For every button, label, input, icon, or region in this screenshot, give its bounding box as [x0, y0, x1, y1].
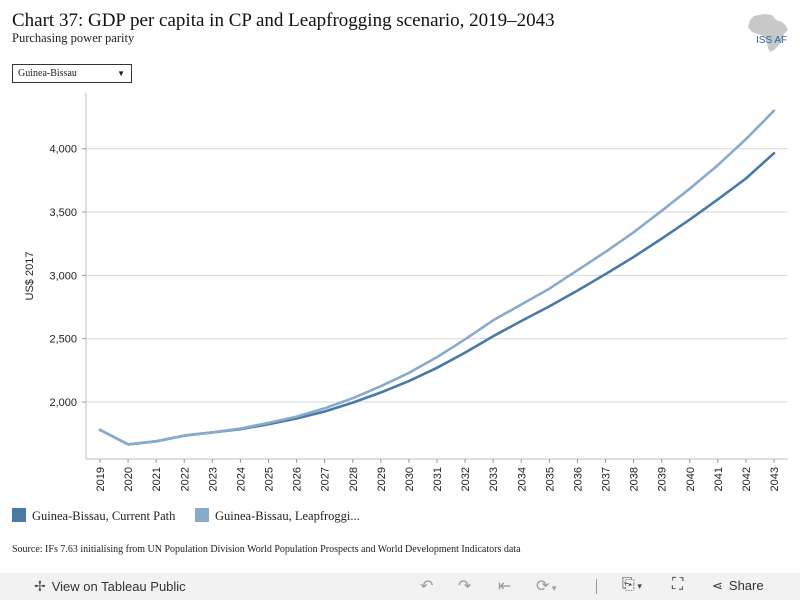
- x-tick-label: 2032: [460, 467, 472, 491]
- x-axis-ticks: 2019 2020 2021 2022 2023 2024 2025 2026 2027 2028…: [95, 459, 781, 491]
- x-tick-label: 2033: [488, 467, 500, 491]
- x-tick-label: 2038: [629, 467, 641, 491]
- y-tick-label: 2,000: [49, 397, 77, 409]
- x-tick-label: 2042: [741, 467, 753, 491]
- view-on-tableau-link[interactable]: ✢ View on Tableau Public: [34, 578, 186, 595]
- toolbar-divider: [596, 579, 597, 594]
- x-tick-label: 2026: [292, 467, 304, 491]
- download-icon[interactable]: ⎘ ▾: [622, 576, 642, 593]
- tableau-icon: ✢: [34, 578, 46, 594]
- x-tick-label: 2036: [572, 467, 584, 491]
- x-tick-label: 2023: [207, 467, 219, 491]
- share-icon: ⋖: [712, 578, 723, 593]
- x-tick-label: 2040: [685, 467, 697, 491]
- y-axis-ticks: 2,000 2,500 3,000 3,500 4,000: [49, 144, 86, 409]
- x-tick-label: 2031: [432, 467, 444, 491]
- share-button[interactable]: ⋖ Share: [712, 578, 764, 594]
- gridlines: [86, 148, 788, 403]
- x-tick-label: 2029: [376, 467, 388, 491]
- legend-item-leapfrogging[interactable]: Guinea-Bissau, Leapfroggi...: [195, 508, 360, 524]
- legend-swatch: [12, 508, 26, 522]
- legend-label: Guinea-Bissau, Leapfroggi...: [215, 509, 360, 523]
- country-select-value: Guinea-Bissau: [18, 68, 77, 79]
- y-tick-label: 3,500: [49, 207, 77, 219]
- x-tick-label: 2019: [95, 467, 107, 491]
- y-tick-label: 2,500: [49, 334, 77, 346]
- x-tick-label: 2020: [123, 467, 135, 491]
- dropdown-arrow-icon: ▼: [117, 69, 125, 78]
- africa-map-icon: [748, 14, 788, 52]
- series-lines: [98, 109, 776, 446]
- x-tick-label: 2034: [516, 467, 528, 491]
- iss-africa-logo: ISS AF: [748, 14, 788, 52]
- tableau-toolbar: ✢ View on Tableau Public ↶ ↷ ⇤ ⟳ ▾ ⎘ ▾ ⛶ …: [0, 573, 800, 600]
- legend: Guinea-Bissau, Current Path Guinea-Bissa…: [12, 508, 360, 524]
- axes: [85, 93, 788, 460]
- series-line-leapfrogging: [98, 109, 776, 446]
- y-axis-label: US$ 2017: [24, 252, 36, 301]
- x-tick-label: 2024: [235, 467, 247, 491]
- legend-item-current-path[interactable]: Guinea-Bissau, Current Path: [12, 508, 175, 524]
- x-tick-label: 2039: [657, 467, 669, 491]
- y-tick-label: 4,000: [49, 144, 77, 156]
- revert-icon[interactable]: ⇤: [498, 578, 512, 595]
- x-tick-label: 2041: [713, 467, 725, 491]
- share-label: Share: [728, 578, 764, 593]
- legend-label: Guinea-Bissau, Current Path: [32, 509, 176, 523]
- x-tick-label: 2035: [544, 467, 556, 491]
- chart-subtitle: Purchasing power parity: [12, 31, 135, 45]
- refresh-icon[interactable]: ⟳ ▾: [536, 578, 557, 595]
- fullscreen-icon[interactable]: ⛶: [672, 576, 684, 593]
- legend-swatch: [195, 508, 209, 522]
- y-tick-label: 3,000: [49, 270, 77, 282]
- x-tick-label: 2025: [264, 467, 276, 491]
- x-tick-label: 2037: [601, 467, 613, 491]
- x-tick-label: 2022: [179, 467, 191, 491]
- undo-icon[interactable]: ↶: [420, 578, 434, 595]
- view-on-tableau-label: View on Tableau Public: [51, 579, 186, 594]
- logo-text: ISS AF: [756, 35, 787, 46]
- x-tick-label: 2043: [769, 467, 781, 491]
- series-line-current-path: [98, 151, 776, 446]
- chart-title: Chart 37: GDP per capita in CP and Leapf…: [12, 10, 555, 31]
- x-tick-label: 2027: [320, 467, 332, 491]
- x-tick-label: 2028: [348, 467, 360, 491]
- country-select[interactable]: Guinea-Bissau ▼: [12, 64, 132, 83]
- source-note: Source: IFs 7.63 initialising from UN Po…: [12, 544, 521, 555]
- x-tick-label: 2030: [404, 467, 416, 491]
- x-tick-label: 2021: [151, 467, 163, 491]
- redo-icon[interactable]: ↷: [458, 578, 472, 595]
